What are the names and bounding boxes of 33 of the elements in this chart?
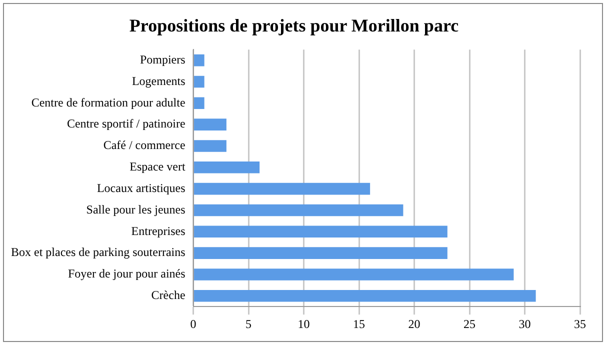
- y-tick-label: Centre sportif / patinoire: [66, 116, 186, 131]
- bar: [194, 268, 514, 280]
- bar: [194, 247, 448, 259]
- x-tick-label: 0: [190, 316, 196, 331]
- y-tick-label: Crèche: [151, 288, 186, 302]
- y-tick-label: Foyer de jour pour ainés: [68, 266, 186, 281]
- y-tick-label: Café / commerce: [103, 138, 186, 152]
- y-tick-label: Entreprises: [131, 224, 186, 238]
- y-tick-label: Locaux artistiques: [96, 180, 186, 195]
- x-tick-label: 10: [298, 316, 310, 331]
- y-tick-label: Logements: [132, 74, 186, 88]
- bar: [194, 76, 204, 88]
- bar: [194, 118, 226, 130]
- bar: [194, 162, 260, 174]
- x-tick-label: 25: [464, 316, 476, 331]
- y-tick-label: Salle pour les jeunes: [86, 202, 186, 216]
- y-tick-label: Espace vert: [130, 160, 186, 174]
- bar: [194, 97, 204, 110]
- bar: [194, 290, 536, 302]
- bar: [194, 182, 370, 195]
- x-tick-label: 30: [518, 316, 531, 331]
- bar: [194, 54, 204, 66]
- x-tick-label: 5: [246, 316, 252, 331]
- chart-title: Propositions de projets pour Morillon parc: [129, 15, 459, 36]
- bar: [194, 140, 226, 152]
- bar: [194, 204, 404, 216]
- y-tick-label: Pompiers: [140, 52, 186, 66]
- bar: [194, 226, 448, 238]
- x-tick-label: 20: [408, 316, 420, 331]
- x-tick-label: 35: [574, 316, 586, 331]
- y-tick-label: Box et places de parking souterrains: [11, 245, 186, 260]
- x-tick-label: 15: [353, 316, 366, 331]
- y-tick-label: Centre de formation pour adulte: [31, 95, 186, 110]
